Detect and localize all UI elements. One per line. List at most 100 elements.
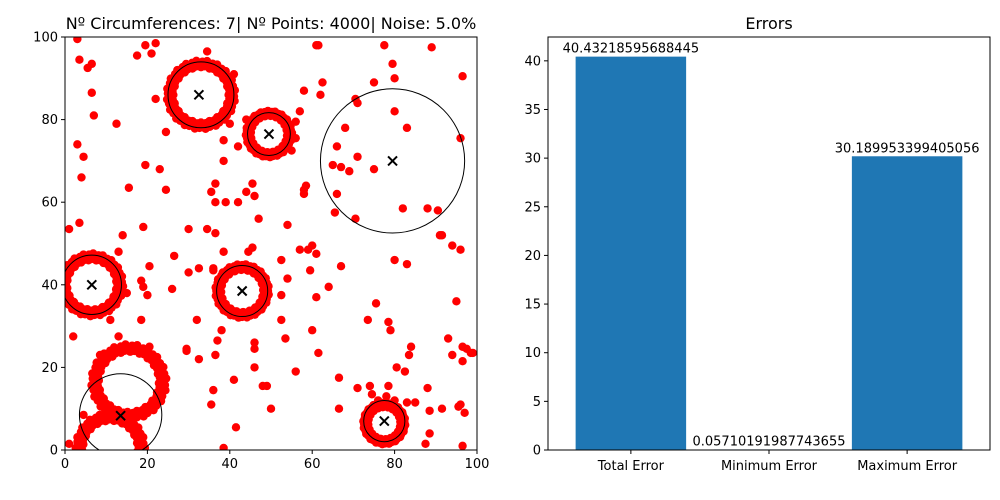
ring-point xyxy=(78,456,86,464)
noise-point xyxy=(305,266,315,275)
ring-point xyxy=(83,464,91,472)
noise-point xyxy=(277,255,286,265)
noise-point xyxy=(295,107,305,116)
noise-point xyxy=(345,167,354,176)
y-tick-label: 5 xyxy=(533,395,541,410)
noise-point xyxy=(390,255,399,265)
ring-point xyxy=(73,454,81,462)
noise-point xyxy=(184,268,193,277)
fitted-circle xyxy=(65,254,122,315)
ring-point xyxy=(111,471,119,479)
noise-point xyxy=(460,408,469,418)
noise-point xyxy=(262,381,272,391)
ring-point xyxy=(100,477,108,485)
category-label: Minimum Error xyxy=(721,459,818,474)
noise-point xyxy=(353,98,362,108)
ring-point xyxy=(94,468,102,476)
noise-point xyxy=(353,383,362,393)
noise-point xyxy=(161,185,171,195)
noise-point xyxy=(308,326,317,335)
y-tick-label: 20 xyxy=(524,249,541,264)
noise-point xyxy=(250,344,259,354)
noise-point xyxy=(219,247,228,256)
center-marker xyxy=(86,279,97,291)
noise-point xyxy=(277,290,286,300)
noise-point xyxy=(423,383,432,393)
noise-point xyxy=(458,72,467,81)
noise-point xyxy=(202,224,212,234)
noise-point xyxy=(281,334,290,343)
noise-point xyxy=(382,392,391,401)
y-tick-label: 35 xyxy=(524,103,541,118)
ring-point xyxy=(121,474,129,482)
ring-point xyxy=(86,472,94,480)
ring-point xyxy=(95,474,103,482)
bar-frame xyxy=(547,36,991,451)
noise-point xyxy=(427,43,436,52)
bar-value-label: 40.43218595688445 xyxy=(563,42,699,57)
noise-point xyxy=(443,334,453,343)
noise-point xyxy=(194,354,204,364)
ring-point xyxy=(105,476,113,484)
y-tick-label: 15 xyxy=(524,298,541,313)
noise-point xyxy=(248,243,257,252)
noise-point xyxy=(353,152,362,161)
ring-point xyxy=(78,464,86,472)
noise-point xyxy=(248,179,257,188)
y-tick-label: 20 xyxy=(41,361,58,376)
noise-point xyxy=(192,315,202,325)
scatter-title: Nº Circumferences: 7| Nº Points: 4000| N… xyxy=(66,14,477,33)
noise-point xyxy=(324,282,333,292)
noise-point xyxy=(79,410,88,420)
ring-point xyxy=(124,471,132,479)
ring-point xyxy=(81,459,89,467)
noise-point xyxy=(312,249,321,259)
noise-point xyxy=(79,152,88,161)
noise-point xyxy=(89,111,99,120)
noise-point xyxy=(318,78,327,87)
noise-point xyxy=(332,142,342,151)
noise-point xyxy=(316,90,325,100)
noise-point xyxy=(229,375,239,384)
noise-point xyxy=(291,133,300,143)
noise-point xyxy=(295,245,305,254)
noise-point xyxy=(73,37,82,44)
scatter-data-layer xyxy=(65,37,477,485)
noise-point xyxy=(314,41,323,50)
noise-point xyxy=(390,107,399,116)
noise-point xyxy=(456,133,465,143)
noise-point xyxy=(145,262,154,271)
noise-point xyxy=(65,439,74,449)
noise-point xyxy=(77,173,86,182)
noise-point xyxy=(406,342,416,351)
noise-point xyxy=(225,119,234,128)
noise-point xyxy=(425,429,434,438)
ring-point xyxy=(121,469,129,477)
noise-point xyxy=(458,357,467,366)
noise-point xyxy=(448,350,457,360)
noise-point xyxy=(184,224,193,234)
y-tick-label: 80 xyxy=(41,113,58,128)
noise-point xyxy=(202,47,212,56)
noise-point xyxy=(330,208,340,217)
ring-point xyxy=(94,471,102,479)
noise-point xyxy=(250,191,259,201)
ring-point xyxy=(90,470,98,478)
bar-chart-title: Errors xyxy=(745,14,792,33)
noise-point xyxy=(299,86,309,95)
noise-point xyxy=(95,350,105,360)
noise-point xyxy=(145,342,154,351)
x-tick-label: 20 xyxy=(139,457,156,472)
noise-point xyxy=(118,231,127,240)
noise-point xyxy=(147,49,156,58)
noise-point xyxy=(411,398,420,407)
scatter-frame xyxy=(64,36,478,451)
noise-point xyxy=(312,292,321,302)
noise-point xyxy=(336,162,346,172)
ring-point xyxy=(117,477,125,485)
noise-point xyxy=(384,381,393,391)
noise-point xyxy=(367,390,377,399)
noise-point xyxy=(314,348,323,358)
category-label: Total Error xyxy=(597,459,665,474)
x-tick-label: 40 xyxy=(222,457,239,472)
